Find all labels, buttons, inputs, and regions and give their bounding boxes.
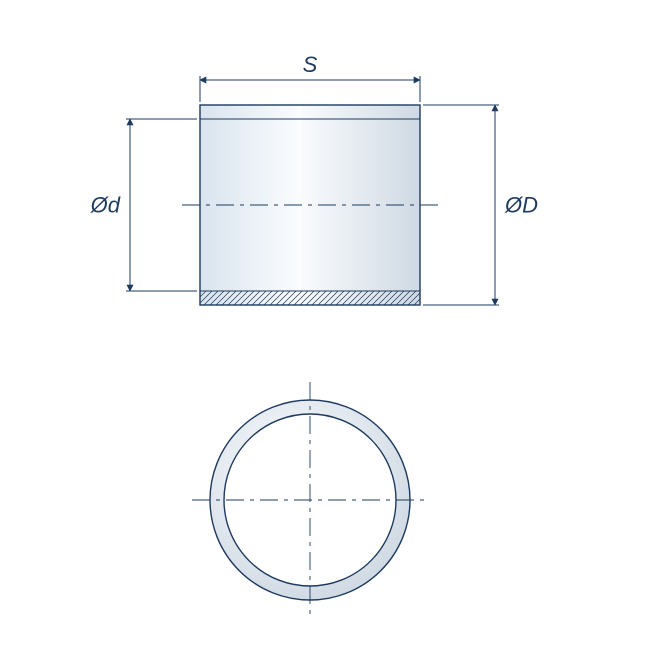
- bushing-side-view: [182, 105, 438, 305]
- dimension-width-s: [200, 76, 420, 102]
- bushing-technical-drawing: S Ød ØD: [0, 0, 671, 670]
- bushing-front-view: [192, 382, 428, 618]
- label-width-s: S: [303, 52, 318, 77]
- label-outer-diameter: ØD: [504, 193, 538, 218]
- label-inner-diameter: Ød: [90, 193, 121, 218]
